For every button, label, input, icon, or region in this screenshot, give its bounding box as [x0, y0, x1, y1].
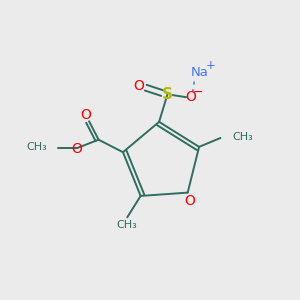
Text: −: − — [193, 86, 203, 99]
Text: O: O — [184, 194, 196, 208]
Text: CH₃: CH₃ — [27, 142, 47, 152]
Text: S: S — [162, 87, 173, 102]
Text: O: O — [134, 79, 145, 93]
Text: +: + — [206, 59, 216, 72]
Text: O: O — [71, 142, 82, 156]
Text: O: O — [81, 108, 92, 122]
Text: O: O — [185, 90, 196, 104]
Text: CH₃: CH₃ — [232, 132, 253, 142]
Text: Na: Na — [191, 66, 209, 79]
Text: CH₃: CH₃ — [116, 220, 137, 230]
